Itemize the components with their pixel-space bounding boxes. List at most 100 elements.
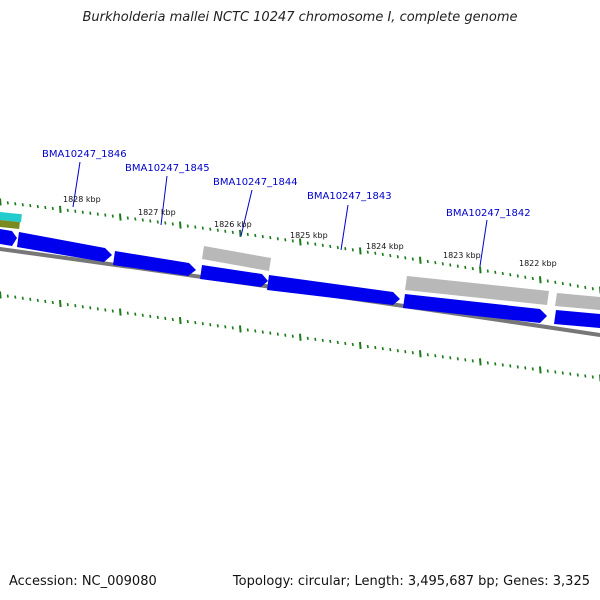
minor-tick [96,307,99,311]
minor-tick [344,247,347,251]
minor-tick [449,356,452,360]
minor-tick [501,363,504,367]
minor-tick [366,250,369,254]
minor-tick [246,232,249,237]
minor-tick [336,245,339,250]
minor-tick [381,346,384,351]
minor-tick [96,212,99,216]
minor-tick [81,210,84,214]
minor-tick [51,300,54,305]
minor-tick [269,331,272,335]
major-tick [299,333,302,341]
minor-tick [374,345,377,350]
minor-tick [411,351,414,355]
minor-tick [284,238,287,242]
minor-tick [261,330,264,334]
gene-label[interactable]: BMA10247_1844 [213,177,298,188]
minor-tick [471,359,474,363]
minor-tick [426,353,429,357]
feature-cyan[interactable] [0,212,22,223]
minor-tick [171,222,174,226]
minor-tick [51,206,54,211]
outer-tick-row [0,198,600,294]
minor-tick [44,299,47,304]
minor-tick [486,361,489,365]
minor-tick [29,297,32,301]
minor-tick [584,285,587,290]
gene-label[interactable]: BMA10247_1846 [42,149,127,160]
minor-tick [111,309,114,313]
major-tick [419,350,422,358]
minor-tick [569,372,572,376]
minor-tick [89,306,92,310]
gene-arrow[interactable] [200,265,268,287]
minor-tick [561,371,564,375]
kbp-label: 1822 kbp [519,259,557,268]
gene-arrow[interactable] [113,251,196,276]
minor-tick [314,242,317,246]
gene-arrow[interactable] [554,310,600,328]
minor-tick [524,275,527,279]
minor-tick [246,328,249,332]
minor-tick [381,252,384,257]
minor-tick [509,273,512,277]
minor-tick [516,365,519,369]
gene-label[interactable]: BMA10247_1843 [307,191,392,202]
minor-tick [449,263,452,267]
minor-tick [456,264,459,268]
minor-tick [441,262,444,266]
minor-tick [494,270,497,274]
minor-tick [164,221,167,225]
kbp-label: 1824 kbp [366,242,404,251]
minor-tick [216,324,219,328]
minor-tick [591,287,594,291]
minor-tick [336,340,339,345]
minor-tick [261,234,264,239]
gene-label[interactable]: BMA10247_1845 [125,163,210,174]
minor-tick [21,203,24,207]
minor-tick [104,308,107,312]
kbp-label: 1826 kbp [214,220,252,229]
major-tick [239,325,242,333]
major-tick [179,221,182,229]
gene-label[interactable]: BMA10247_1842 [446,208,531,219]
minor-tick [404,350,407,354]
minor-tick [134,217,137,221]
minor-tick [126,216,129,220]
minor-tick [171,317,174,322]
minor-tick [284,333,287,337]
minor-tick [149,314,152,318]
minor-tick [344,341,347,346]
gene-gray[interactable] [202,246,271,271]
minor-tick [74,304,77,308]
major-tick [479,266,482,274]
gene-arrow[interactable] [17,232,112,262]
minor-tick [141,313,144,317]
gene-arrow[interactable] [267,275,400,305]
minor-tick [291,239,294,243]
minor-tick [89,211,92,215]
gene-labels: BMA10247_1846 BMA10247_1845 BMA10247_184… [42,149,531,219]
minor-tick [569,283,572,287]
minor-tick [351,342,354,347]
minor-tick [216,228,219,232]
minor-tick [456,357,459,361]
map-title: Burkholderia mallei NCTC 10247 chromosom… [82,10,518,25]
kbp-label: 1828 kbp [63,195,101,204]
minor-tick [501,271,504,276]
minor-tick [254,233,257,238]
minor-tick [531,276,534,281]
minor-tick [6,201,9,205]
feature-olive[interactable] [0,220,20,230]
gene-arrow[interactable] [0,229,17,246]
genome-summary: Topology: circular; Length: 3,495,687 bp… [232,574,590,589]
gene-gray[interactable] [405,276,549,305]
major-tick [119,213,122,221]
minor-tick [524,366,527,370]
minor-tick [351,248,354,252]
major-tick [59,205,62,213]
gene-arrow[interactable] [403,294,547,323]
gene-gray[interactable] [555,293,600,310]
minor-tick [591,375,594,379]
